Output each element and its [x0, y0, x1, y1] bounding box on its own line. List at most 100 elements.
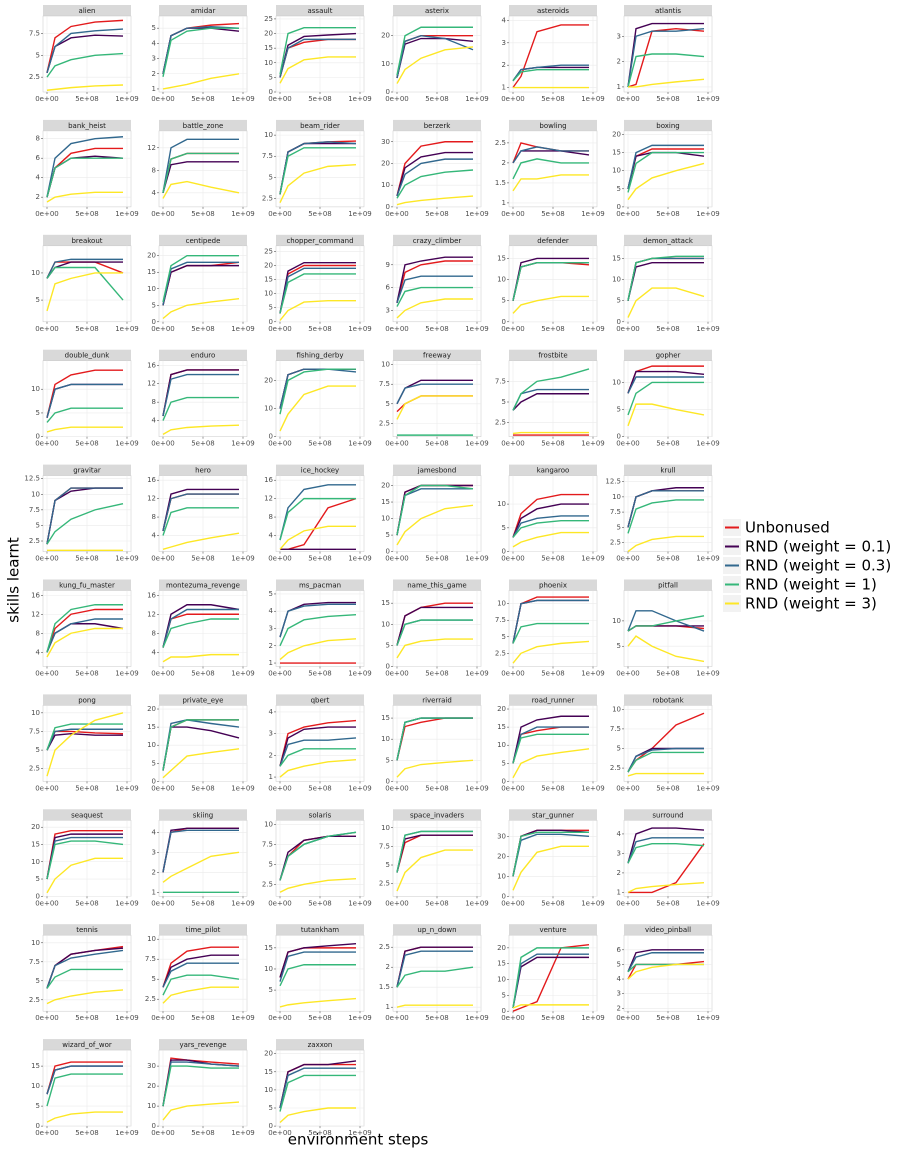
y-tick-label: 5 — [386, 641, 390, 649]
panel-title: road_runner — [532, 696, 575, 704]
y-tick-label: 16 — [31, 591, 40, 599]
series-line — [627, 615, 705, 632]
y-tick-label: 5 — [502, 524, 506, 532]
series-line — [46, 627, 123, 658]
series-line — [396, 1004, 473, 1008]
series-line — [627, 370, 705, 394]
panel: tutankham 5 10 15 0e+00 5e+08 1e+09 — [264, 924, 372, 1022]
series-line — [162, 719, 239, 771]
x-tick-label: 0e+00 — [151, 1129, 175, 1137]
y-tick-label: 8 — [152, 398, 156, 406]
series-line — [162, 986, 239, 1004]
strip — [393, 119, 481, 131]
x-tick-label: 1e+09 — [465, 325, 489, 333]
panel: montezuma_revenge 4 8 12 16 0e+00 5e+08 1e+09 — [147, 579, 255, 678]
x-tick-label: 5e+08 — [75, 784, 99, 792]
panel-title: enduro — [191, 352, 216, 360]
series-line — [627, 963, 704, 980]
series-line — [627, 381, 704, 416]
x-tick-label: 0e+00 — [151, 1014, 175, 1022]
y-tick-label: 10 — [381, 735, 390, 743]
y-tick-label: 10 — [497, 872, 506, 880]
x-tick-label: 1e+09 — [348, 670, 372, 678]
panel-title: assault — [308, 7, 333, 15]
series-line — [162, 604, 240, 648]
series-line — [279, 525, 356, 550]
y-tick-label: 2.5 — [29, 73, 40, 81]
y-tick-label: 2.5 — [610, 538, 621, 546]
panel: pong 2.5 5 7.5 10 0e+00 5e+08 1e+09 — [29, 694, 139, 792]
strip — [276, 234, 364, 246]
y-tick-label: 16 — [264, 476, 273, 484]
strip — [276, 1039, 364, 1051]
x-tick-label: 0e+00 — [151, 899, 175, 907]
series-line — [396, 606, 473, 646]
series-line — [46, 857, 123, 894]
series-line — [512, 733, 589, 764]
y-tick-label: 0 — [386, 777, 390, 785]
y-tick-label: 7.5 — [262, 152, 273, 160]
series-line — [46, 1073, 123, 1107]
series-line — [46, 608, 123, 653]
x-tick-label: 0e+00 — [616, 555, 640, 563]
x-tick-label: 5e+08 — [308, 1014, 332, 1022]
y-tick-label: 4 — [502, 16, 507, 24]
y-tick-label: 20 — [264, 30, 273, 38]
y-tick-label: 2.5 — [379, 943, 390, 951]
x-tick-label: 1e+09 — [581, 784, 605, 792]
panel-title: seaquest — [71, 811, 103, 819]
y-tick-label: 0 — [152, 318, 156, 326]
x-tick-label: 1e+09 — [115, 95, 139, 103]
y-tick-label: 7.5 — [610, 508, 621, 516]
y-tick-label: 0 — [269, 88, 273, 96]
x-tick-label: 5e+08 — [425, 784, 449, 792]
x-tick-label: 1e+09 — [231, 440, 255, 448]
strip — [509, 349, 597, 361]
x-tick-label: 1e+09 — [115, 325, 139, 333]
x-tick-label: 0e+00 — [501, 899, 525, 907]
y-tick-label: 10 — [612, 705, 621, 713]
series-line — [396, 759, 474, 778]
x-tick-label: 0e+00 — [268, 899, 292, 907]
x-tick-label: 1e+09 — [348, 95, 372, 103]
x-tick-label: 1e+09 — [115, 784, 139, 792]
series-line — [279, 603, 356, 638]
y-tick-label: 8 — [36, 629, 40, 637]
series-line — [279, 273, 356, 314]
series-line — [512, 845, 589, 891]
series-line — [46, 157, 123, 198]
y-tick-label: 10 — [612, 493, 621, 501]
x-tick-label: 5e+08 — [191, 440, 215, 448]
strip — [624, 464, 712, 476]
y-tick-label: 12 — [147, 495, 156, 503]
x-tick-label: 1e+09 — [696, 210, 720, 218]
y-tick-label: 12.5 — [24, 475, 40, 483]
y-tick-label: 20 — [381, 482, 390, 490]
series-line — [396, 260, 473, 303]
strip — [276, 694, 364, 706]
series-line — [279, 163, 357, 203]
y-tick-label: 5 — [36, 296, 40, 304]
x-tick-label: 0e+00 — [385, 555, 409, 563]
x-tick-label: 1e+09 — [231, 784, 255, 792]
x-tick-label: 5e+08 — [191, 670, 215, 678]
panel-title: asteroids — [537, 7, 569, 15]
panel: gravitar 2.5 5 7.5 10 12.5 0e+00 5e+08 1e+09 — [24, 464, 139, 563]
x-tick-label: 0e+00 — [151, 670, 175, 678]
panel-title: battle_zone — [183, 122, 224, 130]
y-tick-label: 0 — [269, 1122, 273, 1130]
y-tick-label: 10 — [264, 290, 273, 298]
panel-title: beam_rider — [300, 122, 340, 130]
y-tick-label: 5 — [617, 406, 621, 414]
y-tick-label: 0 — [36, 892, 40, 900]
y-tick-label: 20 — [264, 1050, 273, 1058]
y-tick-label: 2.5 — [262, 194, 273, 202]
series-line — [512, 261, 589, 301]
series-line — [396, 717, 473, 761]
panel-title: space_invaders — [410, 811, 464, 819]
y-tick-label: 3 — [617, 990, 621, 998]
series-line — [162, 748, 240, 779]
strip — [393, 809, 481, 821]
y-tick-label: 20 — [381, 159, 390, 167]
y-tick-label: 1 — [502, 199, 506, 207]
